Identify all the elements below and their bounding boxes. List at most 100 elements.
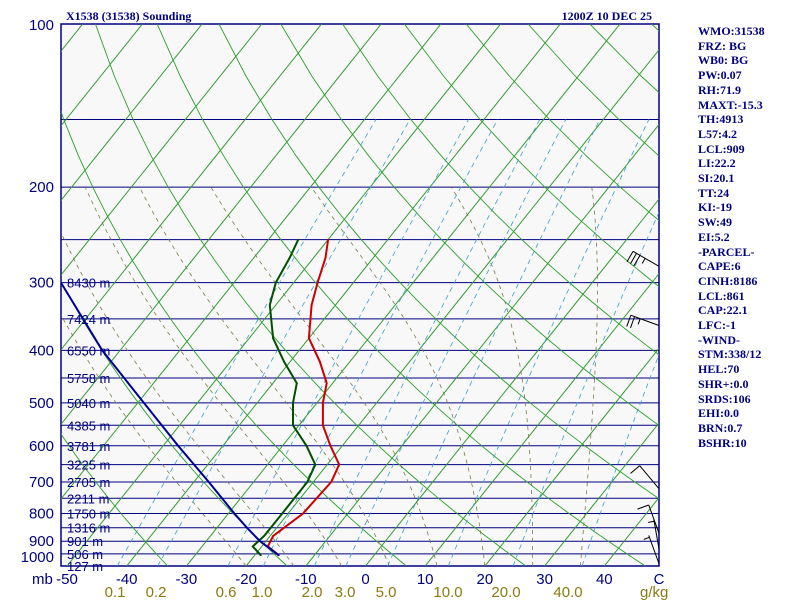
temperature-tick-label: 0 <box>361 571 369 588</box>
y-axis-unit: mb <box>32 571 53 588</box>
mixing-ratio-tick-label: 5.0 <box>376 584 397 600</box>
index-line: EHI:0.0 <box>698 406 740 421</box>
temperature-tick-label: -30 <box>176 571 198 588</box>
index-line: STM:338/12 <box>698 347 762 362</box>
mixing-ratio-tick-label: 10.0 <box>433 584 462 600</box>
dry-adiabat <box>61 433 168 566</box>
dry-adiabat <box>218 24 659 500</box>
sounding-point <box>297 238 300 241</box>
sounding-point <box>251 545 254 548</box>
sounding-point <box>316 281 319 284</box>
dry-adiabat <box>94 24 527 566</box>
dry-adiabat <box>156 24 646 566</box>
sounding-point <box>319 360 321 363</box>
height-label: 8430 m <box>67 276 110 291</box>
wind-barb <box>626 250 660 267</box>
sounding-point <box>324 256 327 259</box>
height-label: 3225 m <box>67 458 110 473</box>
plot-area <box>60 23 660 567</box>
mixing-ratio-line <box>387 119 601 566</box>
temperature-tick-label: 40 <box>596 571 613 588</box>
sounding-point <box>314 463 317 466</box>
wind-barb <box>630 465 660 489</box>
sounding-point <box>330 481 333 483</box>
pressure-tick-label: 900 <box>29 533 54 550</box>
height-label: 2705 m <box>67 475 110 490</box>
index-line: SRDS:106 <box>698 391 751 406</box>
index-line: CAPE:6 <box>698 259 741 274</box>
isotherm <box>61 24 442 500</box>
sounding-point <box>325 382 328 385</box>
sounding-point <box>292 401 294 404</box>
index-line: -WIND- <box>698 332 740 347</box>
moist-adiabat <box>310 186 486 566</box>
index-line: MAXT:-15.3 <box>698 97 763 112</box>
isotherm <box>365 198 659 566</box>
isotherm <box>544 422 659 566</box>
sounding-point <box>246 526 248 529</box>
sounding-point <box>310 304 313 306</box>
index-line: TH:4913 <box>698 112 744 127</box>
height-label: 1316 m <box>67 521 110 536</box>
isotherm <box>245 49 659 566</box>
dry-adiabat <box>61 110 407 566</box>
isotherm <box>66 24 501 566</box>
temperature-tick-label: 10 <box>417 571 434 588</box>
sounding-point <box>274 281 277 284</box>
sounding-point <box>272 337 274 340</box>
index-line: LCL:861 <box>698 288 745 303</box>
chart-title: X1538 (31538) Sounding <box>66 9 191 23</box>
temperature-tick-label: 30 <box>536 571 553 588</box>
height-label: 6550 m <box>67 343 110 358</box>
pressure-tick-label: 1000 <box>21 549 54 566</box>
temperature-tick-label: 20 <box>477 571 494 588</box>
plot-frame <box>60 23 660 567</box>
mixing-ratio-line <box>581 353 659 566</box>
pressure-tick-label: 800 <box>29 505 54 522</box>
sounding-point <box>272 535 275 537</box>
index-line: KI:-19 <box>698 200 732 215</box>
index-line: HEL:70 <box>698 362 740 377</box>
pressure-tick-label: 400 <box>29 342 54 359</box>
height-label: 5758 m <box>67 371 110 386</box>
pressure-tick-label: 300 <box>29 275 54 292</box>
sounding-point <box>263 535 266 537</box>
wind-barb <box>626 314 660 329</box>
pressure-tick-label: 100 <box>29 17 54 34</box>
mixing-ratio-tick-label: 0.2 <box>146 584 167 600</box>
sounding-point <box>305 444 308 447</box>
isotherm <box>61 24 203 202</box>
chart-timestamp: 1200Z 10 DEC 25 <box>562 9 652 23</box>
index-line: BSHR:10 <box>698 435 747 450</box>
moist-adiabat <box>61 231 295 566</box>
index-line: SHR+:0.0 <box>698 376 749 391</box>
sounding-point <box>281 512 284 515</box>
isotherm <box>186 24 621 566</box>
isotherm <box>424 272 659 566</box>
index-line: RH:71.9 <box>698 82 741 97</box>
height-label: 7424 m <box>67 312 110 327</box>
dry-adiabat <box>404 24 659 288</box>
moist-adiabat <box>580 187 598 566</box>
sounding-point <box>302 512 304 515</box>
height-label: 901 m <box>67 534 103 549</box>
mixing-ratio-line <box>116 119 377 566</box>
temperature-tick-label: -50 <box>56 571 78 588</box>
sounding-point <box>338 463 341 466</box>
height-label: 2211 m <box>67 491 109 506</box>
index-line: LFC:-1 <box>698 318 736 333</box>
isotherm <box>0 24 23 566</box>
pressure-tick-label: 500 <box>29 395 54 412</box>
wind-barb <box>643 535 660 564</box>
isotherm <box>61 24 322 351</box>
sounding-point <box>259 540 261 543</box>
index-line: BRN:0.7 <box>698 420 743 435</box>
mixing-ratio-tick-label: 40.0 <box>553 584 582 600</box>
height-label: 1750 m <box>67 506 110 521</box>
dry-adiabat <box>342 24 659 356</box>
temperature-tick-label: -40 <box>116 571 138 588</box>
mixing-ratio-line <box>447 119 650 566</box>
mixing-ratio-tick-label: 0.1 <box>105 584 126 600</box>
sounding-point <box>322 401 324 404</box>
index-line: SI:20.1 <box>698 171 735 186</box>
